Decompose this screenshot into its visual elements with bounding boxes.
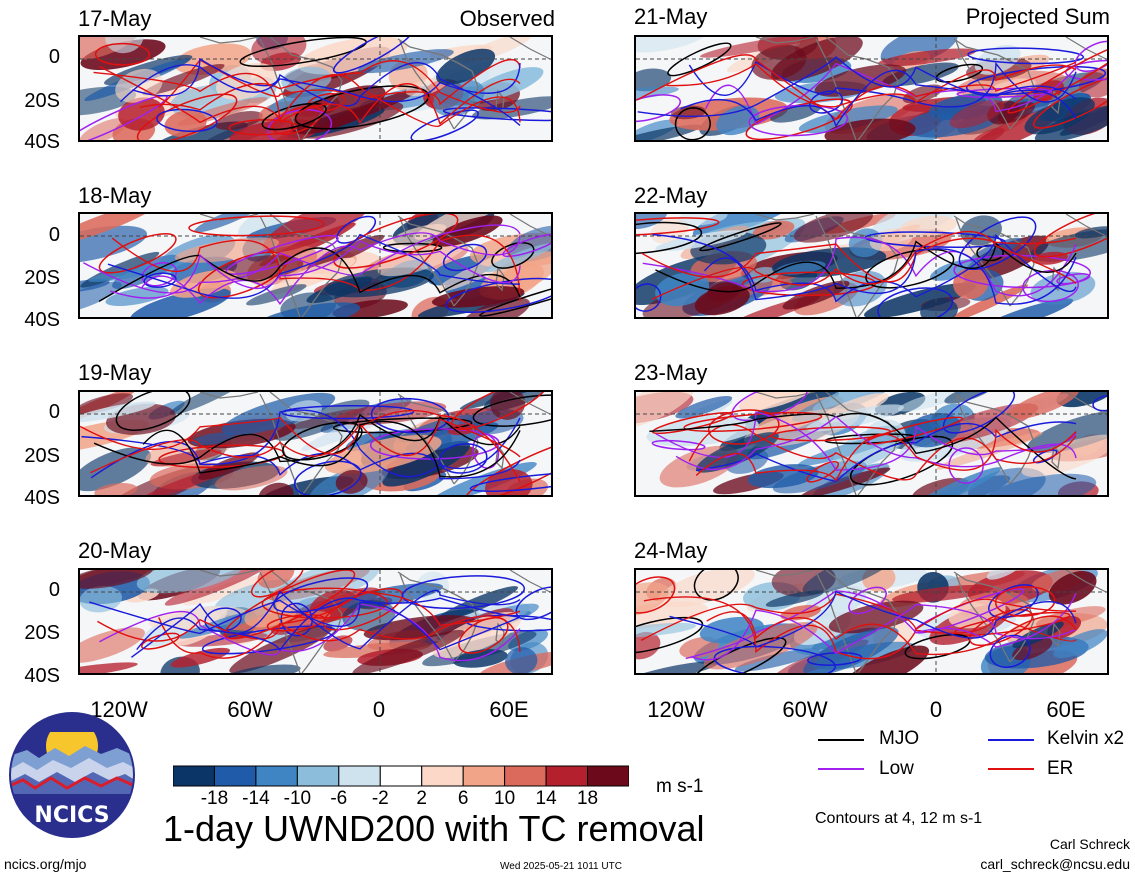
x-tick-label: 60E	[489, 697, 529, 722]
colorbar-units: m s-1	[656, 776, 704, 797]
colorbar-tick-label: -6	[330, 788, 348, 809]
colorbar-tick-label: -10	[283, 788, 312, 809]
figure-title: 1-day UWND200 with TC removal	[163, 808, 705, 849]
y-tick-label: 40S	[24, 487, 60, 509]
x-tick-label: 120W	[647, 697, 705, 722]
x-tick-label: 0	[372, 697, 386, 722]
observed-label: Observed	[459, 6, 555, 31]
panel-date-left-1: 17-May	[78, 6, 152, 31]
colorbar	[172, 765, 630, 792]
panel-date-left-4: 20-May	[78, 538, 152, 563]
y-tick-label: 20S	[24, 622, 60, 644]
legend-line-mjo	[818, 739, 864, 741]
footer-timestamp: Wed 2025-05-21 1011 UTC	[500, 861, 622, 872]
colorbar-tick-label: 18	[576, 788, 599, 809]
x-tick-label: 0	[929, 697, 943, 722]
x-tick-label: 60E	[1046, 697, 1086, 722]
colorbar-swatch	[462, 765, 506, 787]
panel-date-right-2: 22-May	[634, 183, 708, 208]
legend-label-low: Low	[879, 758, 914, 779]
colorbar-swatch	[338, 765, 381, 787]
colorbar-tick-label: -18	[200, 788, 229, 809]
y-tick-label: 20S	[24, 267, 60, 289]
y-tick-label: 40S	[24, 309, 60, 331]
y-tick-label: 0	[48, 579, 60, 601]
legend-line-low	[818, 768, 864, 770]
map-panel-left-3	[78, 390, 553, 497]
colorbar-swatch	[213, 765, 257, 787]
map-panel-right-4	[634, 568, 1109, 675]
y-tick-label: 0	[48, 401, 60, 423]
projected-sum-label: Projected Sum	[965, 4, 1110, 29]
y-tick-label: 20S	[24, 90, 60, 112]
x-tick-label: 120W	[90, 697, 148, 722]
colorbar-swatch	[587, 765, 630, 787]
legend-line-er	[988, 768, 1034, 770]
colorbar-tick-label: 2	[416, 788, 427, 809]
footer-author: Carl Schreck	[1049, 836, 1130, 852]
map-panel-left-4	[78, 568, 553, 675]
y-tick-label: 40S	[24, 665, 60, 687]
footer-email[interactable]: carl_schreck@ncsu.edu	[980, 856, 1130, 872]
ncics-logo: NCICS	[9, 712, 135, 838]
colorbar-swatch	[379, 765, 423, 787]
colorbar-swatch	[421, 765, 464, 787]
map-panel-right-1	[634, 35, 1109, 142]
colorbar-swatch	[504, 765, 547, 787]
map-panel-left-1	[78, 35, 553, 142]
legend-label-kelvin: Kelvin x2	[1047, 728, 1125, 749]
panel-date-left-2: 18-May	[78, 183, 152, 208]
legend-label-mjo: MJO	[879, 728, 920, 749]
map-panel-right-3	[634, 390, 1109, 497]
colorbar-tick-label: 6	[457, 788, 469, 809]
map-panel-left-2	[78, 212, 553, 319]
colorbar-tick-label: -14	[242, 788, 270, 809]
colorbar-swatch	[296, 765, 340, 787]
colorbar-tick-label: 10	[494, 788, 516, 809]
y-tick-label: 0	[48, 46, 60, 68]
colorbar-tick-label: -2	[371, 788, 389, 809]
colorbar-swatch	[545, 765, 589, 787]
colorbar-swatch	[255, 765, 298, 787]
legend-line-kelvin	[988, 739, 1034, 741]
footer-url[interactable]: ncics.org/mjo	[4, 856, 87, 872]
panel-date-right-4: 24-May	[634, 538, 708, 563]
legend-label-er: ER	[1047, 758, 1074, 779]
y-tick-label: 20S	[24, 445, 60, 467]
contour-note: Contours at 4, 12 m s-1	[815, 810, 983, 827]
x-tick-label: 60W	[227, 697, 273, 722]
panel-date-left-3: 19-May	[78, 360, 152, 385]
colorbar-tick-label: 14	[535, 788, 557, 809]
panel-date-right-1: 21-May	[634, 4, 708, 29]
y-tick-label: 40S	[24, 131, 60, 153]
x-tick-label: 60W	[782, 697, 828, 722]
logo-text: NCICS	[34, 803, 109, 828]
y-tick-label: 0	[48, 224, 60, 246]
map-panel-right-2	[634, 212, 1109, 319]
panel-date-right-3: 23-May	[634, 360, 708, 385]
colorbar-swatch	[172, 765, 215, 787]
